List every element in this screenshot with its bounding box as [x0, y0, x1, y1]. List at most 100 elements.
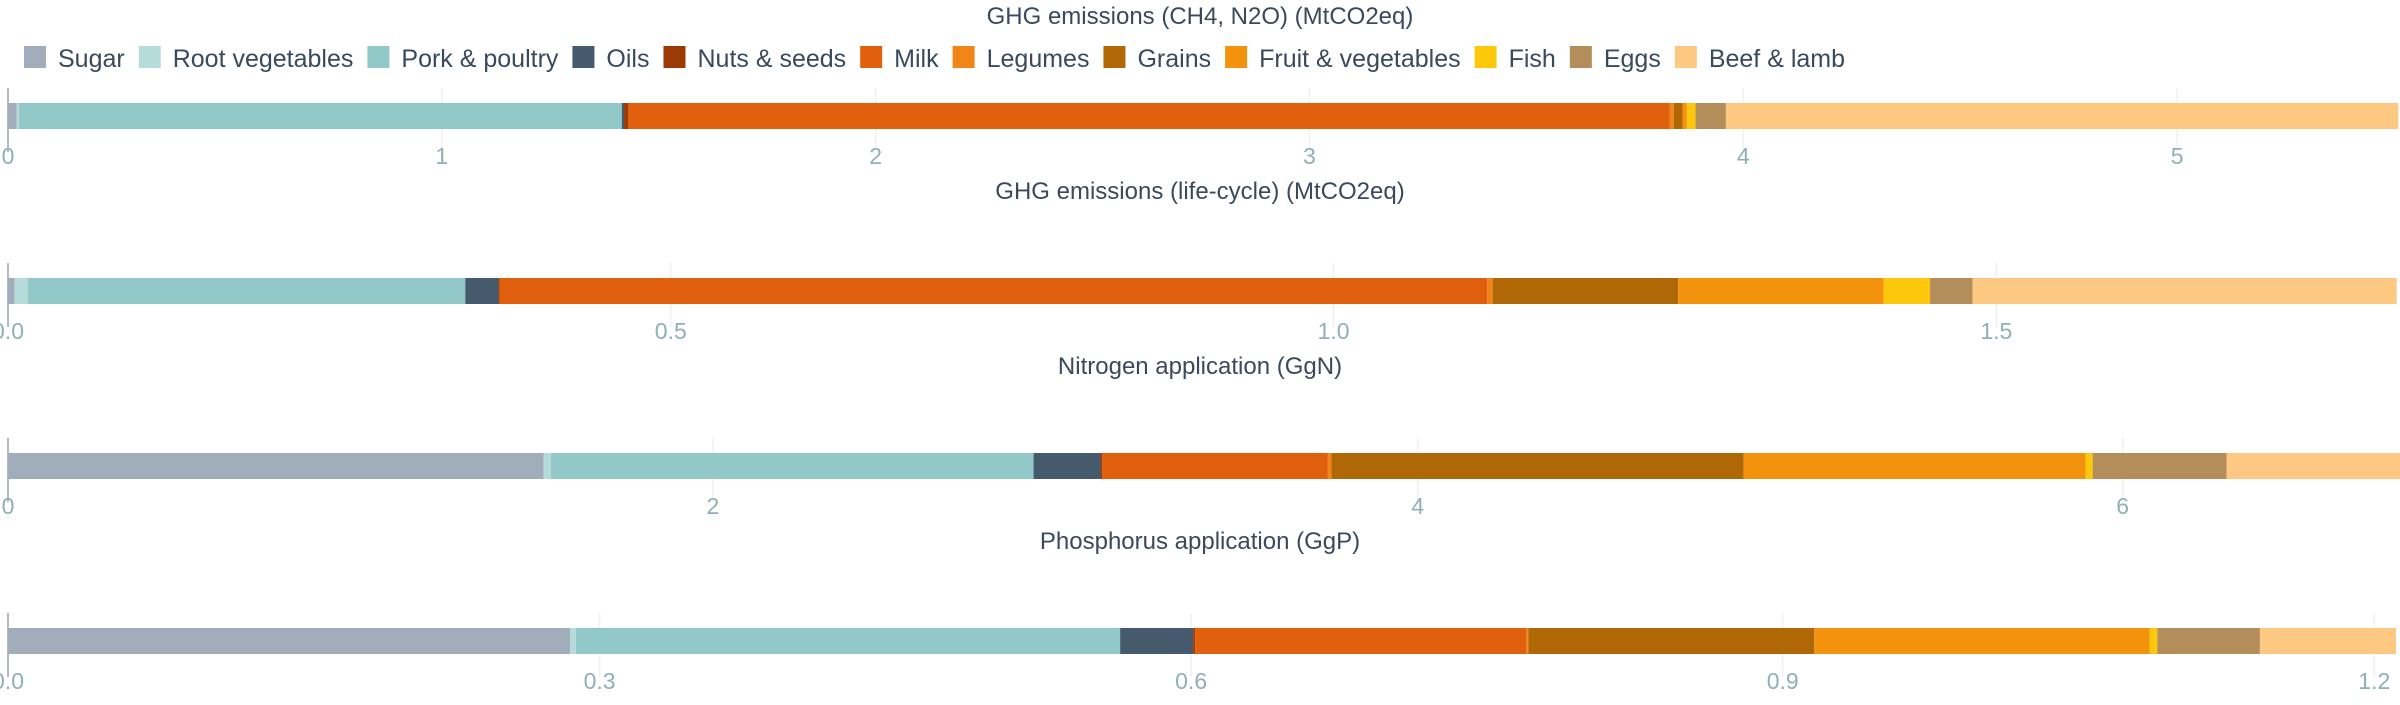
legend-item-nuts-seeds[interactable]: Nuts & seeds [663, 45, 846, 73]
x-tick-label: 1.0 [1318, 318, 1350, 344]
bar-segment-eggs[interactable] [2157, 628, 2260, 654]
bar-segment-eggs[interactable] [1930, 278, 1973, 304]
bar-segment-fish[interactable] [1883, 278, 1931, 304]
legend-item-legumes[interactable]: Legumes [952, 45, 1090, 73]
legend-item-milk[interactable]: Milk [860, 45, 939, 73]
bar-segment-root-vegetables[interactable] [569, 628, 576, 654]
legend-item-fish[interactable]: Fish [1474, 45, 1556, 73]
x-tick-label: 0.0 [0, 318, 24, 344]
bar-segment-fruit-vegetables[interactable] [1682, 103, 1687, 129]
bar-segment-nuts-seeds[interactable] [498, 278, 500, 304]
legend-label-eggs: Eggs [1604, 45, 1661, 73]
bar-segment-root-vegetables[interactable] [543, 453, 551, 479]
bar-segment-nuts-seeds[interactable] [1100, 453, 1103, 479]
legend-label-legumes: Legumes [987, 45, 1090, 73]
legend-item-beef-lamb[interactable]: Beef & lamb [1674, 45, 1845, 73]
bar-segment-root-vegetables[interactable] [16, 103, 19, 129]
legend-swatch-legumes [952, 46, 975, 68]
legend-label-fish: Fish [1509, 45, 1556, 73]
x-tick-label: 3 [1303, 143, 1316, 169]
legend-label-sugar: Sugar [58, 45, 125, 73]
x-tick-label: 1 [435, 143, 448, 169]
bar-segment-pork-poultry[interactable] [575, 628, 1121, 654]
bar-segment-grains[interactable] [1528, 628, 1815, 654]
x-tick-label: 4 [1411, 493, 1424, 519]
legend-label-fruit-vegetables: Fruit & vegetables [1259, 45, 1461, 73]
x-tick-label: 0.3 [584, 668, 616, 694]
x-tick-label: 0.5 [655, 318, 687, 344]
legend-item-fruit-vegetables[interactable]: Fruit & vegetables [1225, 45, 1461, 73]
legend-label-milk: Milk [894, 45, 939, 73]
bar-segment-pork-poultry[interactable] [27, 278, 466, 304]
x-tick-label: 1.2 [2358, 668, 2390, 694]
bar-segment-pork-poultry[interactable] [550, 453, 1034, 479]
bar-segment-milk[interactable] [1102, 453, 1328, 479]
bar-segment-oils[interactable] [621, 103, 625, 129]
legend-label-oils: Oils [606, 45, 649, 73]
legend-swatch-beef-lamb [1674, 46, 1697, 68]
bar-segment-legumes[interactable] [1526, 628, 1529, 654]
bar-segment-sugar[interactable] [8, 628, 570, 654]
bar-segment-nuts-seeds[interactable] [624, 103, 629, 129]
x-tick-label: 0.6 [1175, 668, 1207, 694]
bar-segment-eggs[interactable] [2092, 453, 2227, 479]
bar-segment-legumes[interactable] [1669, 103, 1674, 129]
bar-segment-oils[interactable] [1120, 628, 1194, 654]
bar-segment-fruit-vegetables[interactable] [1743, 453, 2086, 479]
bar-segment-eggs[interactable] [1695, 103, 1726, 129]
bar-segment-oils[interactable] [1033, 453, 1101, 479]
panel-title: Phosphorus application (GgP) [1040, 528, 1360, 555]
legend-label-pork-poultry: Pork & poultry [401, 45, 559, 73]
bar-segment-legumes[interactable] [1327, 453, 1332, 479]
x-tick-label: 4 [1737, 143, 1750, 169]
legend-swatch-milk [860, 46, 883, 68]
bar-segment-milk[interactable] [1195, 628, 1527, 654]
bar-segment-pork-poultry[interactable] [18, 103, 622, 129]
legend-item-sugar[interactable]: Sugar [24, 45, 125, 73]
bar-segment-sugar[interactable] [8, 453, 544, 479]
bar-segment-root-vegetables[interactable] [14, 278, 28, 304]
legend-swatch-sugar [24, 46, 46, 68]
bar-segment-beef-lamb[interactable] [2226, 453, 2400, 479]
bar-segment-fish[interactable] [1686, 103, 1696, 129]
legend-item-root-vegetables[interactable]: Root vegetables [138, 45, 354, 73]
x-tick-label: 0 [2, 493, 15, 519]
x-tick-label: 0 [2, 143, 15, 169]
x-tick-label: 0.9 [1767, 668, 1799, 694]
panel-1: GHG emissions (CH4, N2O) (MtCO2eq) 0 1 2 3 4 5 [2, 3, 2399, 169]
bar-segment-fruit-vegetables[interactable] [1678, 278, 1884, 304]
bar-segment-beef-lamb[interactable] [2259, 628, 2396, 654]
bar-segment-sugar[interactable] [8, 278, 15, 304]
legend-item-eggs[interactable]: Eggs [1569, 45, 1661, 73]
legend: Sugar Root vegetables Pork & poultry Oils Nu… [24, 45, 1845, 73]
bar-segment-beef-lamb[interactable] [1972, 278, 2397, 304]
bar-segment-milk[interactable] [499, 278, 1488, 304]
panel-title: GHG emissions (life-cycle) (MtCO2eq) [995, 178, 1404, 205]
legend-item-pork-poultry[interactable]: Pork & poultry [367, 45, 559, 73]
bar-segment-nuts-seeds[interactable] [1193, 628, 1196, 654]
panel-2: GHG emissions (life-cycle) (MtCO2eq) 0.0 0… [0, 178, 2397, 344]
bar-segment-sugar[interactable] [8, 103, 17, 129]
legend-item-oils[interactable]: Oils [572, 45, 649, 73]
bar-segment-fish[interactable] [2085, 453, 2093, 479]
panel-title: GHG emissions (CH4, N2O) (MtCO2eq) [987, 3, 1414, 30]
legend-swatch-root-vegetables [138, 46, 161, 68]
bar-segment-grains[interactable] [1492, 278, 1679, 304]
bar-segment-milk[interactable] [628, 103, 1670, 129]
bar-segment-grains[interactable] [1331, 453, 1744, 479]
legend-item-grains[interactable]: Grains [1103, 45, 1211, 73]
bar-segment-legumes[interactable] [1487, 278, 1493, 304]
legend-label-root-vegetables: Root vegetables [173, 45, 354, 73]
legend-swatch-eggs [1569, 46, 1592, 68]
legend-label-nuts-seeds: Nuts & seeds [697, 45, 846, 73]
bar-segment-grains[interactable] [1673, 103, 1683, 129]
bar-segment-oils[interactable] [465, 278, 499, 304]
bar-segment-fruit-vegetables[interactable] [1814, 628, 2150, 654]
legend-label-grains: Grains [1137, 45, 1211, 73]
legend-swatch-fish [1474, 46, 1497, 68]
bar-segment-beef-lamb[interactable] [1725, 103, 2399, 129]
bar-segment-fish[interactable] [2149, 628, 2158, 654]
panel-4: Phosphorus application (GgP) 0.0 0.3 0.6 0.9… [0, 528, 2396, 694]
